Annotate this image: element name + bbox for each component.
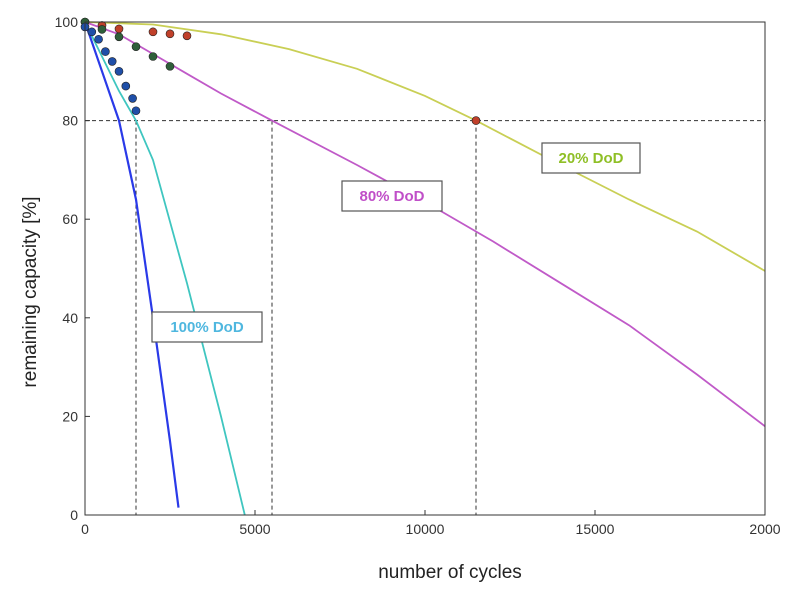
data-point: [114, 67, 124, 76]
y-tick-label: 0: [70, 507, 78, 523]
data-point: [471, 116, 481, 125]
data-point: [131, 42, 141, 51]
annotation-label: 20% DoD: [558, 150, 623, 167]
data-point: [165, 29, 175, 39]
series-line-0: [84, 21, 766, 272]
series-line-3: [83, 21, 180, 508]
data-point: [182, 31, 192, 41]
annotation-box: [541, 142, 641, 174]
y-tick-label: 40: [62, 310, 78, 326]
series-line-1: [84, 21, 766, 428]
annotation-label: 80% DoD: [359, 188, 424, 205]
y-tick-label: 100: [55, 14, 79, 30]
data-point: [87, 27, 97, 37]
data-point: [97, 25, 107, 34]
data-point: [131, 106, 141, 116]
y-tick-label: 80: [62, 113, 78, 129]
y-tick-label: 20: [62, 408, 78, 424]
annotation-box: [151, 311, 263, 343]
data-point: [148, 27, 158, 37]
data-point: [94, 34, 103, 44]
x-tick-label: 10000: [406, 521, 445, 537]
annotation-box: [341, 180, 443, 212]
x-tick-label: 2000: [749, 521, 780, 537]
x-tick-label: 5000: [239, 521, 270, 537]
data-point: [107, 57, 117, 66]
data-point: [121, 81, 131, 91]
x-tick-label: 0: [81, 521, 89, 537]
data-point: [165, 62, 175, 71]
data-point: [101, 47, 110, 56]
data-point: [114, 24, 124, 34]
data-point: [114, 32, 124, 42]
y-axis-label: remaining capacity [%]: [20, 196, 41, 387]
annotation-label: 100% DoD: [170, 319, 244, 336]
data-point: [148, 52, 158, 61]
x-tick-label: 15000: [576, 521, 615, 537]
y-tick-label: 60: [62, 211, 78, 227]
x-axis-label: number of cycles: [378, 562, 522, 583]
data-point: [128, 94, 137, 103]
series-line-2: [84, 21, 246, 516]
